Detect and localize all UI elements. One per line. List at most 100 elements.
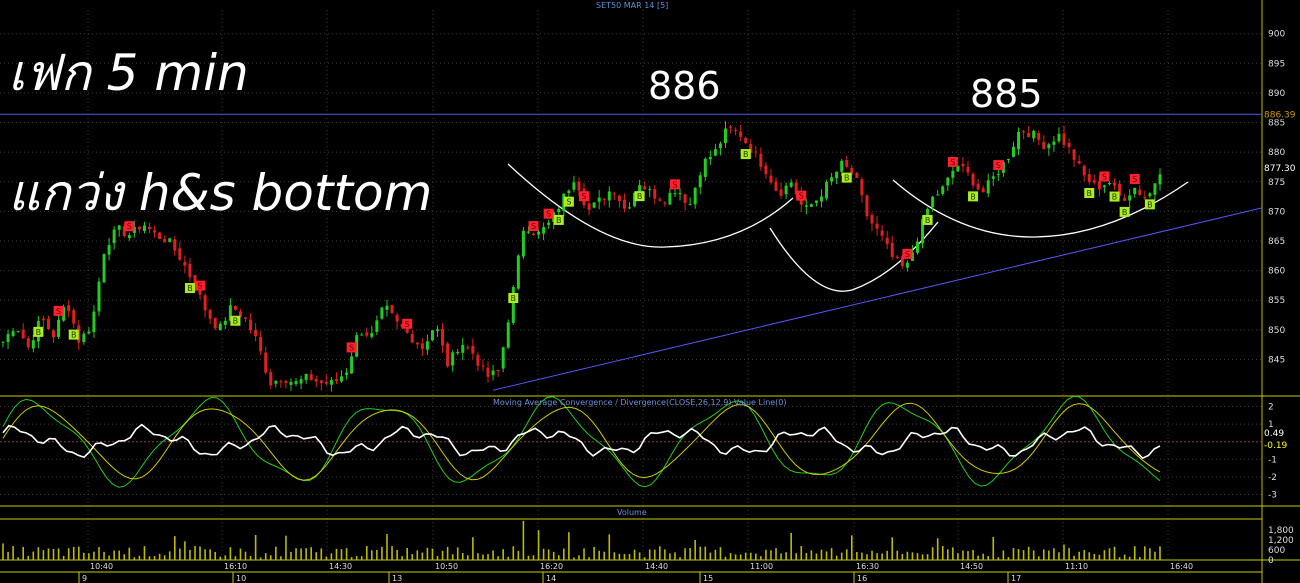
day-label: 17 bbox=[1011, 574, 1021, 583]
candle-body bbox=[759, 154, 763, 167]
day-label: 9 bbox=[82, 574, 87, 583]
time-label: 10:40 bbox=[90, 562, 113, 571]
candle-body bbox=[1037, 133, 1041, 140]
candle-body bbox=[961, 163, 965, 167]
sell-marker-label: S bbox=[581, 192, 586, 201]
sell-marker bbox=[543, 208, 554, 219]
candle-body bbox=[526, 231, 530, 233]
macd-value-bg bbox=[1263, 427, 1300, 439]
candle-body bbox=[329, 379, 333, 385]
candle-body bbox=[749, 144, 753, 153]
buy-marker bbox=[563, 196, 574, 207]
candle-body bbox=[875, 223, 879, 229]
buy-marker-label: B bbox=[743, 150, 749, 159]
sell-marker bbox=[124, 221, 135, 232]
candle-body bbox=[218, 323, 222, 331]
candle-body bbox=[931, 196, 935, 207]
candle-body bbox=[420, 343, 424, 349]
candle-body bbox=[835, 171, 839, 179]
time-label: 14:50 bbox=[960, 562, 983, 571]
macd-value-bg bbox=[1263, 439, 1300, 451]
candle-body bbox=[441, 329, 445, 346]
buy-marker bbox=[508, 293, 519, 304]
volume-tick-label: 1,200 bbox=[1268, 536, 1294, 546]
candle-body bbox=[31, 340, 35, 349]
buy-marker-label: B bbox=[844, 174, 850, 183]
candle-body bbox=[486, 367, 490, 377]
candle-body bbox=[779, 189, 783, 196]
candle-body bbox=[102, 254, 106, 283]
candle-body bbox=[112, 229, 116, 244]
candle-body bbox=[617, 195, 621, 202]
candle-body bbox=[481, 365, 485, 367]
buy-marker bbox=[1084, 188, 1095, 199]
candle-body bbox=[1128, 195, 1132, 201]
buy-marker-label: B bbox=[1122, 208, 1128, 217]
sell-marker-label: S bbox=[1102, 172, 1107, 181]
sell-marker bbox=[993, 160, 1004, 171]
time-label: 14:40 bbox=[645, 562, 668, 571]
candle-body bbox=[991, 176, 995, 179]
candle-body bbox=[1143, 196, 1147, 199]
price-tick-label: 870 bbox=[1268, 207, 1285, 217]
candle-body bbox=[355, 335, 359, 357]
candle-body bbox=[855, 172, 859, 178]
candle-body bbox=[1107, 183, 1111, 185]
time-label: 16:20 bbox=[540, 562, 563, 571]
candle-body bbox=[703, 158, 707, 177]
day-label: 14 bbox=[546, 574, 556, 583]
time-label: 16:10 bbox=[224, 562, 247, 571]
price-tick-label: 845 bbox=[1268, 355, 1285, 365]
candle-body bbox=[602, 198, 606, 200]
candle-body bbox=[825, 182, 829, 199]
candle-body bbox=[622, 199, 626, 209]
buy-marker-label: B bbox=[36, 328, 42, 337]
candle-body bbox=[67, 304, 71, 312]
candle-body bbox=[92, 311, 96, 333]
candle-body bbox=[62, 306, 66, 321]
macd-value-label: 0.49 bbox=[1264, 429, 1284, 439]
candle-body bbox=[26, 338, 30, 348]
candle-body bbox=[744, 137, 748, 144]
candle-body bbox=[915, 241, 919, 253]
candle-body bbox=[345, 372, 349, 375]
candle-body bbox=[72, 310, 76, 324]
candle-body bbox=[97, 281, 101, 312]
time-label: 16:40 bbox=[1170, 562, 1193, 571]
candle-body bbox=[52, 330, 56, 338]
candle-body bbox=[612, 193, 616, 195]
price-tick-label: 875 bbox=[1268, 178, 1285, 188]
candle-body bbox=[1138, 189, 1142, 195]
candle-body bbox=[137, 226, 141, 230]
candle-body bbox=[466, 347, 470, 349]
candle-body bbox=[122, 226, 126, 236]
sell-marker bbox=[796, 190, 807, 201]
candle-body bbox=[471, 345, 475, 354]
sell-marker bbox=[195, 280, 206, 291]
candle-body bbox=[734, 129, 738, 131]
candle-body bbox=[1072, 149, 1076, 160]
macd-tick-label: 2 bbox=[1268, 403, 1274, 413]
candle-body bbox=[648, 189, 652, 191]
candle-body bbox=[1102, 185, 1106, 188]
candle-body bbox=[319, 380, 323, 384]
sell-marker-label: S bbox=[546, 210, 551, 219]
buy-marker-label: B bbox=[187, 284, 193, 293]
candle-body bbox=[789, 182, 793, 187]
candle-body bbox=[784, 185, 788, 195]
buy-marker-label: B bbox=[925, 216, 931, 225]
candle-body bbox=[1042, 141, 1046, 149]
candle-body bbox=[567, 190, 571, 194]
candle-body bbox=[587, 203, 591, 210]
candle-body bbox=[491, 370, 495, 376]
candle-body bbox=[446, 343, 450, 367]
day-label: 10 bbox=[236, 574, 246, 583]
candle-body bbox=[198, 288, 202, 295]
candle-body bbox=[148, 226, 152, 229]
macd-value-label: -0.19 bbox=[1264, 441, 1288, 451]
candle-body bbox=[819, 196, 823, 202]
candle-body bbox=[673, 193, 677, 195]
candle-body bbox=[1087, 174, 1091, 183]
sell-marker bbox=[669, 179, 680, 190]
candle-body bbox=[249, 319, 253, 331]
